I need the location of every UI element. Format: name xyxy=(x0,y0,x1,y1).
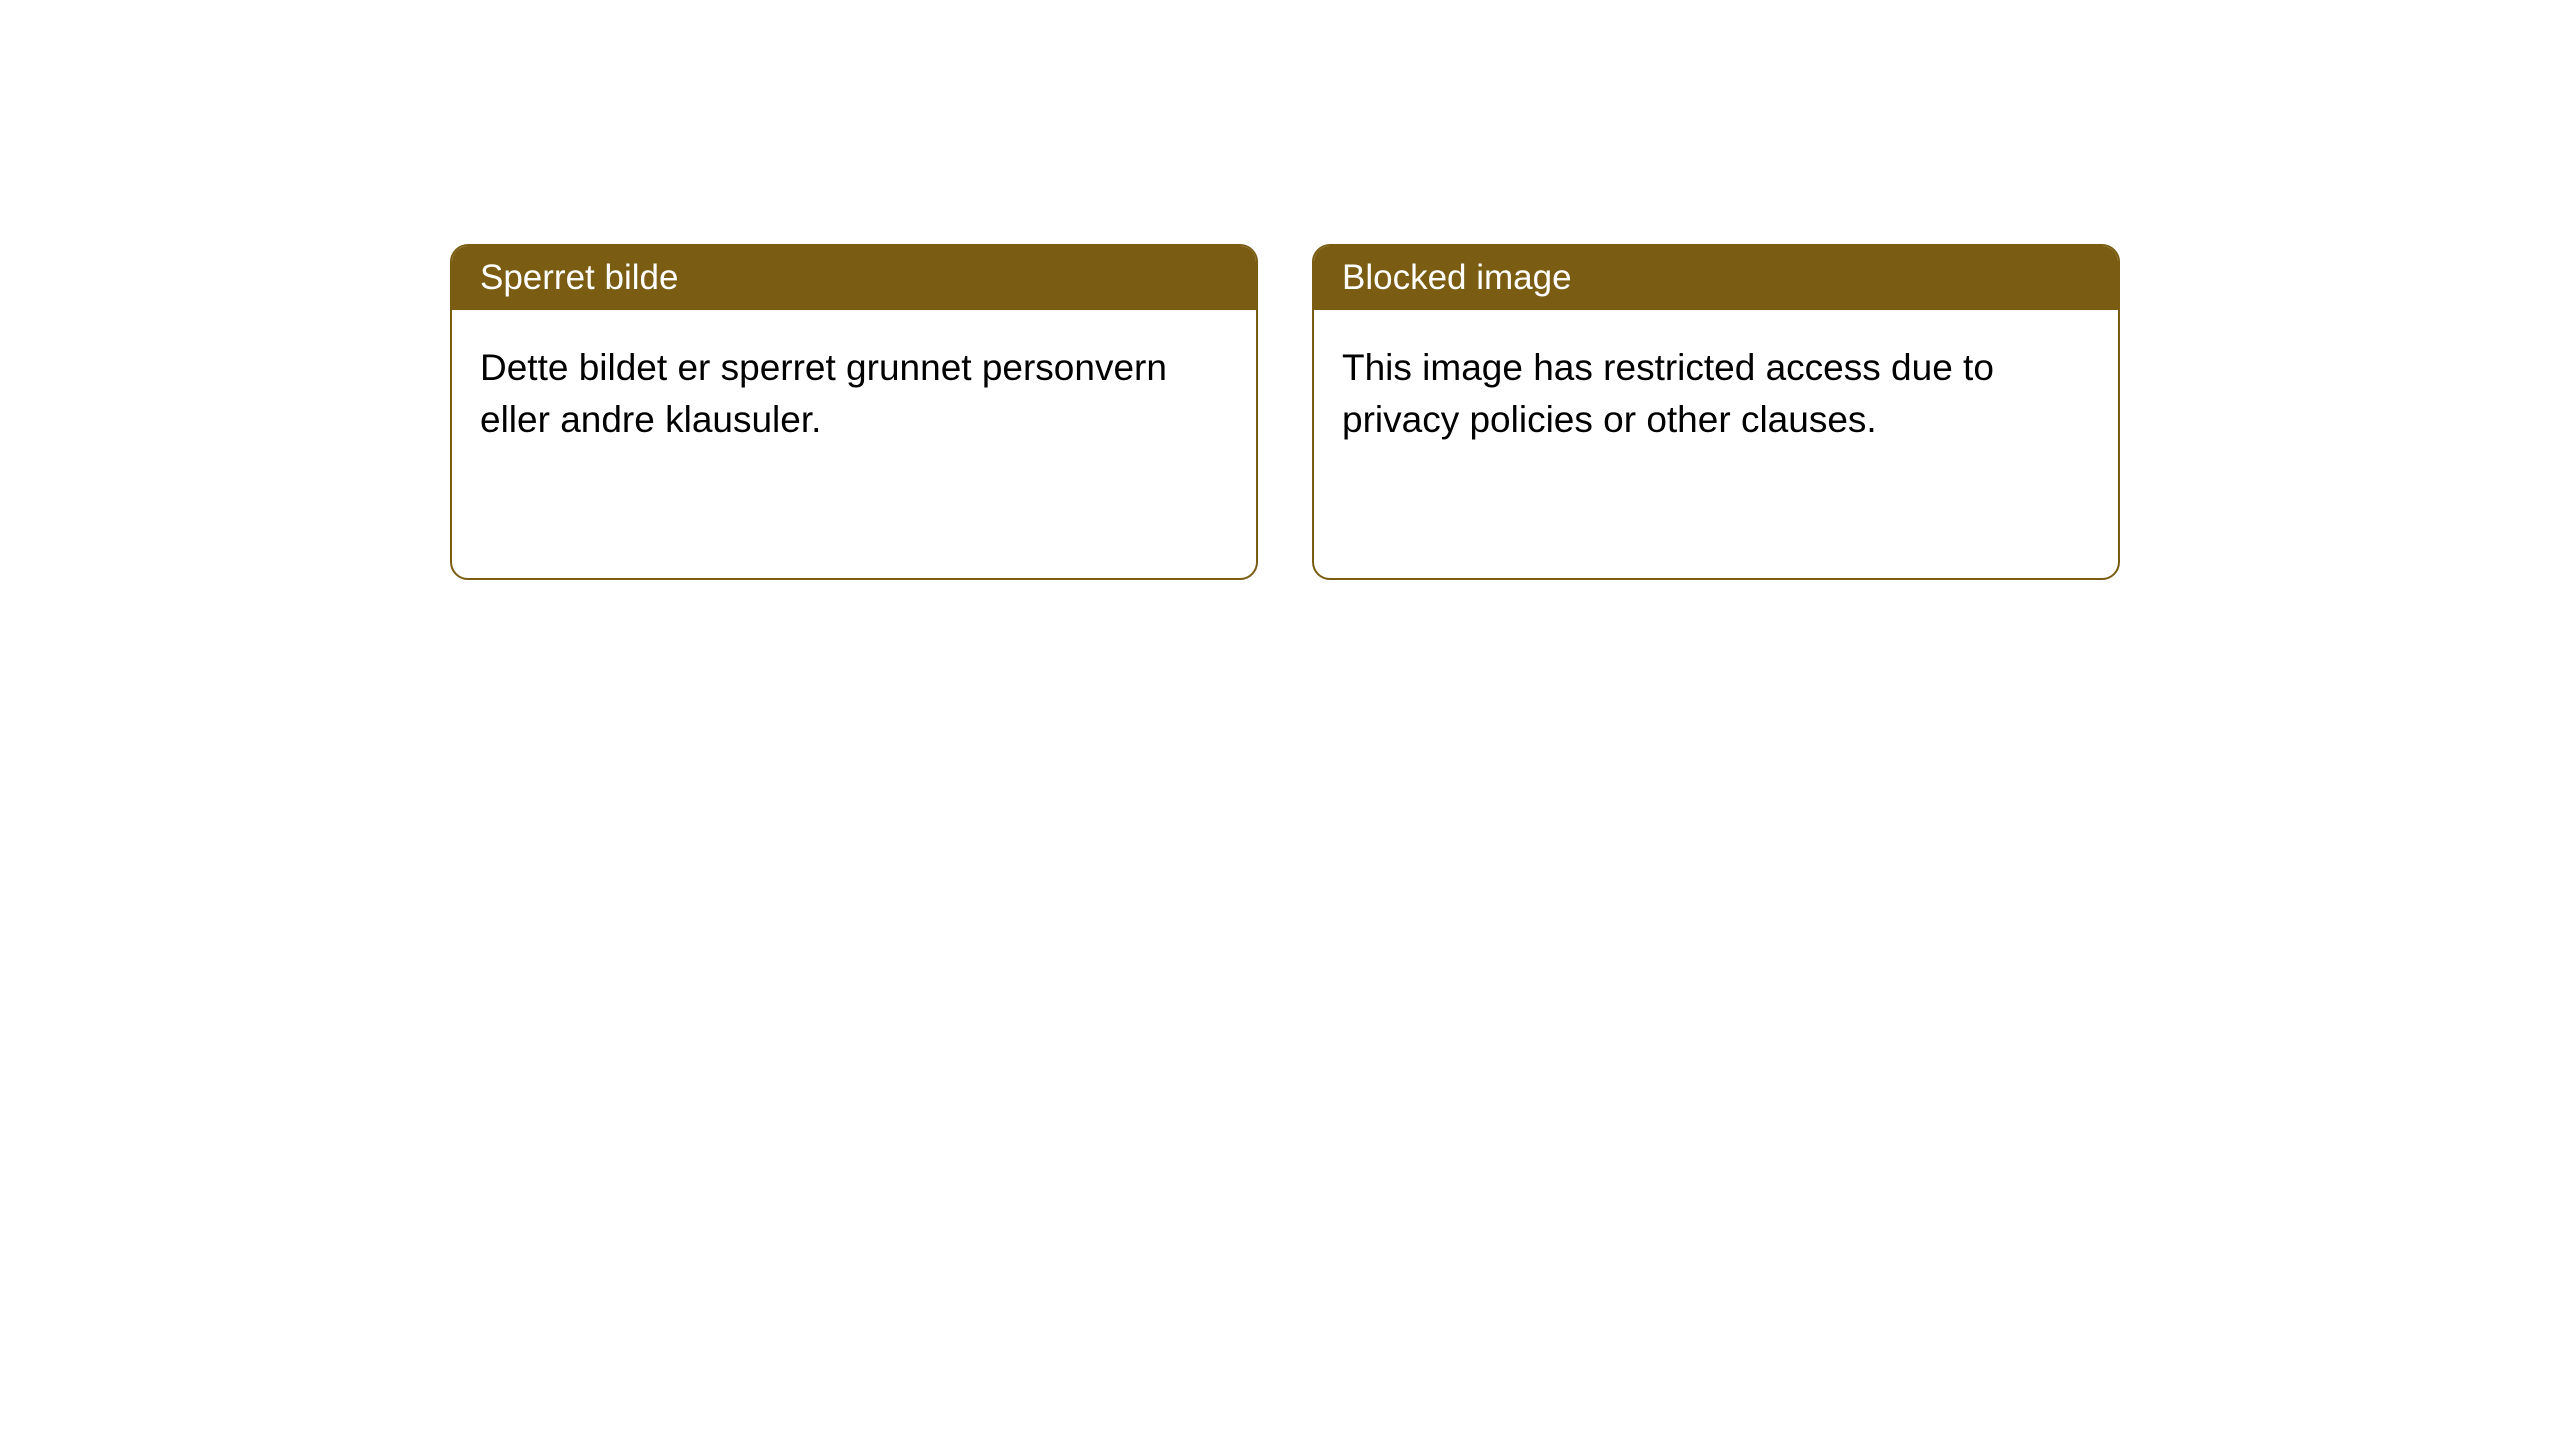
notice-cards-container: Sperret bilde Dette bildet er sperret gr… xyxy=(0,0,2560,580)
notice-card-english: Blocked image This image has restricted … xyxy=(1312,244,2120,580)
notice-card-header: Sperret bilde xyxy=(452,246,1256,310)
notice-title: Blocked image xyxy=(1342,258,1572,297)
notice-card-body: This image has restricted access due to … xyxy=(1314,310,2118,478)
notice-body-text: Dette bildet er sperret grunnet personve… xyxy=(480,347,1167,440)
notice-card-header: Blocked image xyxy=(1314,246,2118,310)
notice-card-norwegian: Sperret bilde Dette bildet er sperret gr… xyxy=(450,244,1258,580)
notice-card-body: Dette bildet er sperret grunnet personve… xyxy=(452,310,1256,478)
notice-body-text: This image has restricted access due to … xyxy=(1342,347,1994,440)
notice-title: Sperret bilde xyxy=(480,258,678,297)
